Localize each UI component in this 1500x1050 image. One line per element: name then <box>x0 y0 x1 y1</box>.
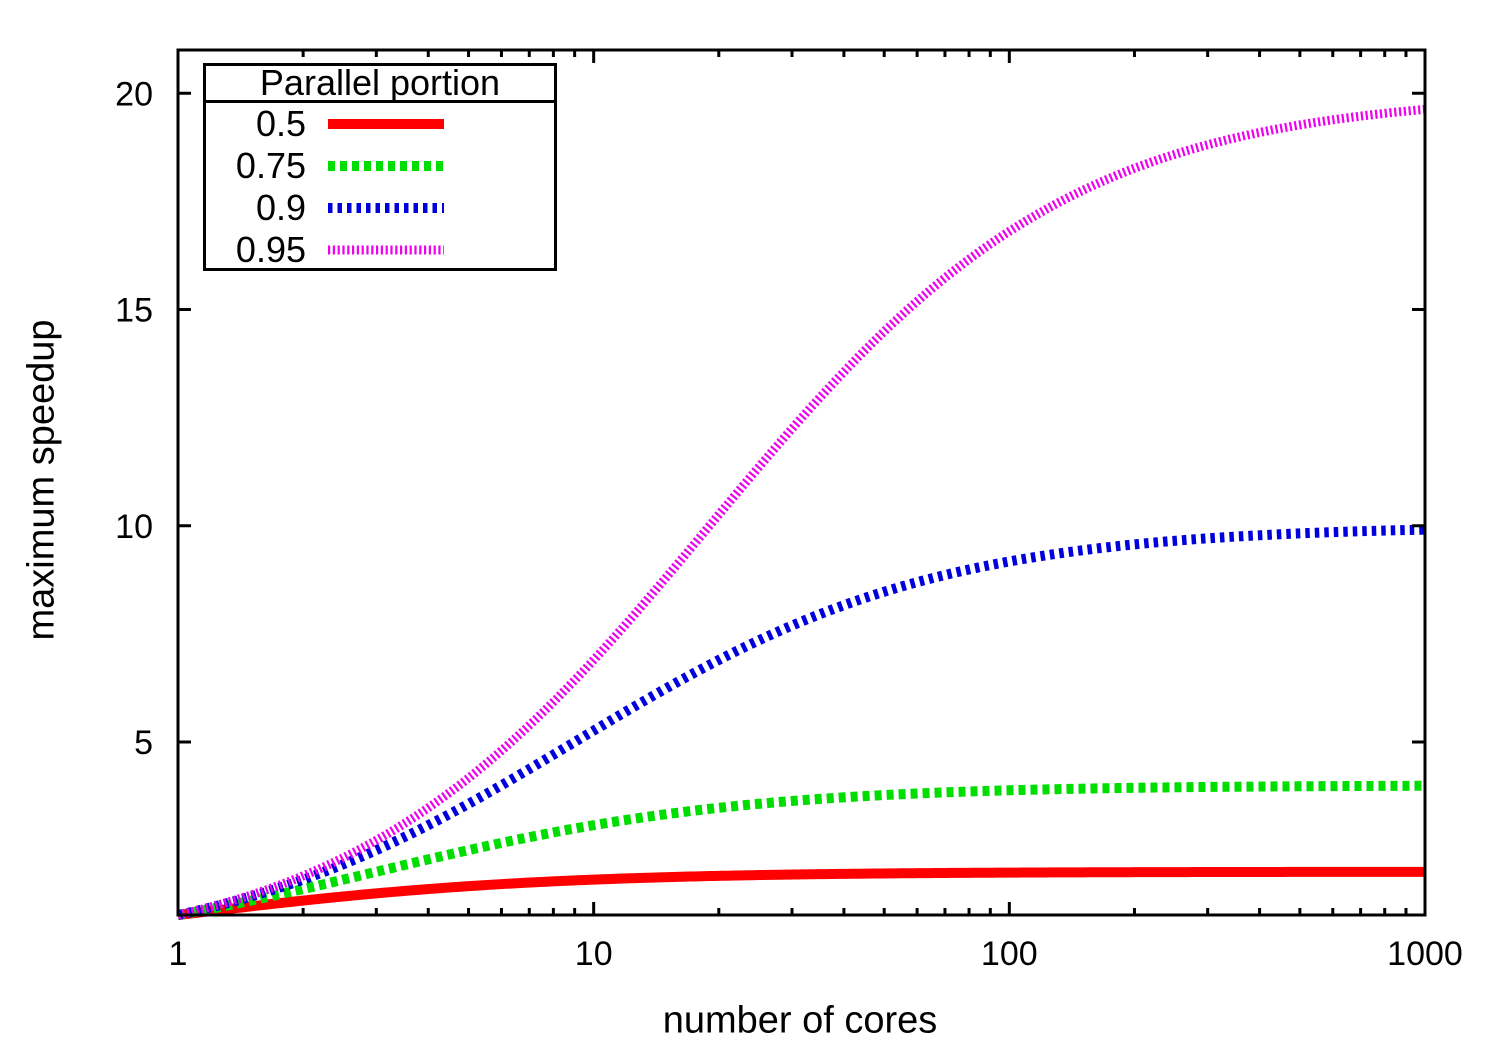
x-axis-title: number of cores <box>662 999 938 1042</box>
plot-border <box>176 48 1427 917</box>
legend-entries: 0.5 0.75 0.9 0.95 <box>206 103 554 271</box>
legend-box: Parallel portion 0.5 0.75 0.9 0.95 <box>203 63 557 271</box>
legend-entry-label: 0.9 <box>255 187 306 228</box>
x-tick-label: 10 <box>575 935 613 973</box>
y-tick-label: 5 <box>134 724 153 762</box>
y-tick-label: 15 <box>115 292 153 330</box>
legend-sample-line <box>328 161 444 171</box>
legend-sample-line <box>328 245 444 255</box>
legend-entry-0.75: 0.75 <box>206 145 554 187</box>
legend-entry-0.9: 0.9 <box>206 187 554 229</box>
y-tick-label: 10 <box>115 508 153 546</box>
axis-ticks <box>176 50 1427 915</box>
legend-title: Parallel portion <box>206 65 554 103</box>
y-tick-label: 20 <box>115 75 153 113</box>
x-tick-label: 1000 <box>1387 935 1463 973</box>
legend-entry-0.5: 0.5 <box>206 103 554 145</box>
legend-sample-line <box>328 203 444 213</box>
legend-entry-label: 0.5 <box>255 103 306 144</box>
series-line-0.75 <box>177 780 1426 920</box>
series-line-0.5 <box>177 866 1425 920</box>
legend-entry-label: 0.75 <box>235 145 306 186</box>
legend-sample-line <box>328 119 444 129</box>
x-tick-label: 1 <box>169 935 188 973</box>
y-axis-title: maximum speedup <box>20 319 63 641</box>
legend-entry-label: 0.95 <box>235 229 306 270</box>
x-tick-label: 100 <box>981 935 1038 973</box>
tick-labels: 1 10 100 1000 5 10 15 20 <box>115 75 1463 973</box>
legend-entry-0.95: 0.95 <box>206 229 554 271</box>
series-line-0.9 <box>176 524 1426 920</box>
